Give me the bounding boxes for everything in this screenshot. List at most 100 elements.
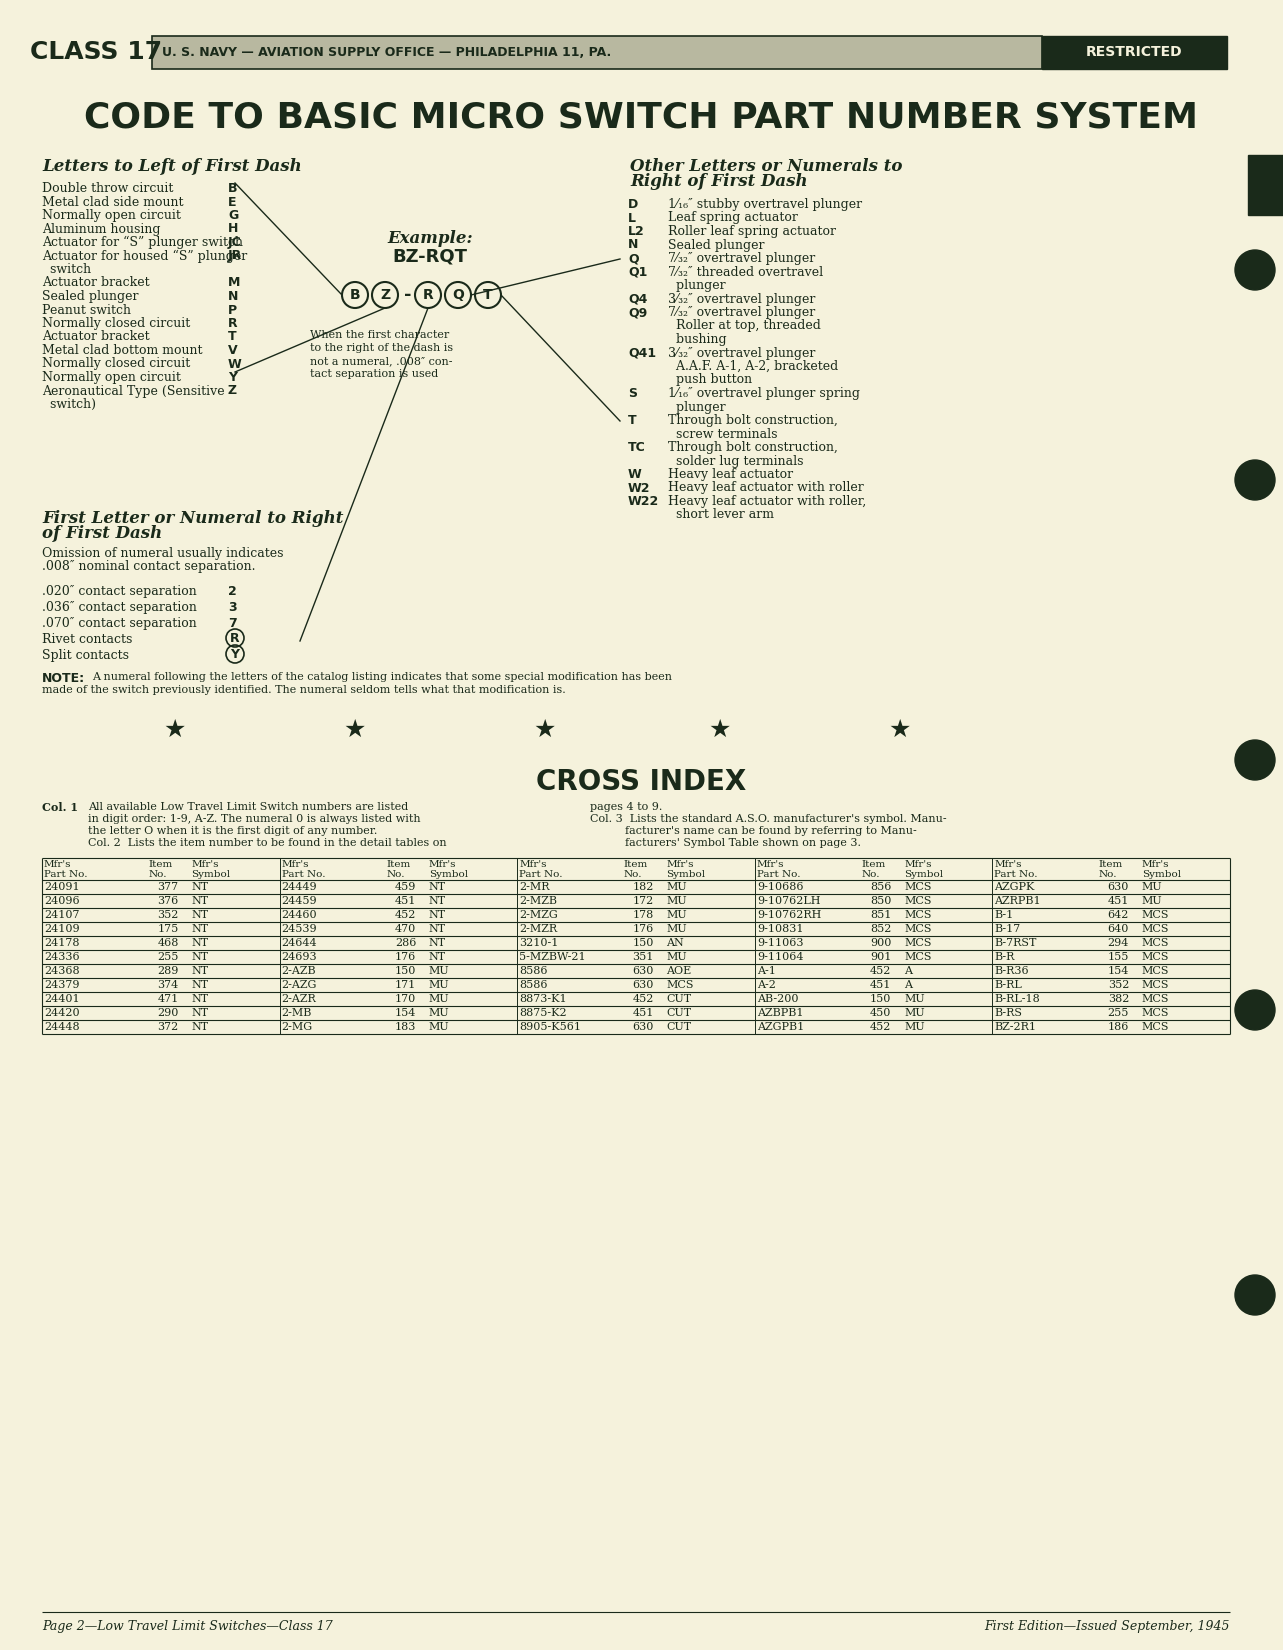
Text: Through bolt construction,: Through bolt construction,	[668, 441, 838, 454]
Text: B: B	[350, 289, 361, 302]
Text: M: M	[228, 277, 240, 289]
Text: Q1: Q1	[627, 266, 648, 279]
Text: B-7RST: B-7RST	[994, 937, 1037, 949]
Text: Normally open circuit: Normally open circuit	[42, 210, 181, 223]
Text: A numeral following the letters of the catalog listing indicates that some speci: A numeral following the letters of the c…	[92, 672, 672, 681]
Text: plunger: plunger	[668, 279, 726, 292]
Text: Example:: Example:	[387, 229, 473, 248]
Text: Part No.: Part No.	[281, 870, 325, 879]
Text: MCS: MCS	[905, 952, 931, 962]
Text: When the first character: When the first character	[310, 330, 449, 340]
Text: MU: MU	[666, 911, 688, 921]
Text: No.: No.	[1100, 870, 1117, 879]
Text: Item: Item	[1100, 860, 1123, 870]
Text: 630: 630	[633, 1021, 654, 1031]
Text: 630: 630	[633, 980, 654, 990]
Text: CROSS INDEX: CROSS INDEX	[536, 767, 747, 795]
Text: 3⁄₃₂″ overtravel plunger: 3⁄₃₂″ overtravel plunger	[668, 292, 816, 305]
Circle shape	[1236, 990, 1275, 1030]
Text: 2-MZB: 2-MZB	[520, 896, 557, 906]
Circle shape	[1236, 739, 1275, 780]
Text: No.: No.	[624, 870, 643, 879]
Text: .020″ contact separation: .020″ contact separation	[42, 586, 196, 597]
Text: 1⁄₁₆″ stubby overtravel plunger: 1⁄₁₆″ stubby overtravel plunger	[668, 198, 862, 211]
Text: B-1: B-1	[994, 911, 1014, 921]
Text: short lever arm: short lever arm	[668, 508, 774, 521]
Text: NT: NT	[191, 883, 208, 893]
Text: Z: Z	[380, 289, 390, 302]
Text: BZ-RQT: BZ-RQT	[393, 248, 467, 266]
Text: Mfr's: Mfr's	[757, 860, 784, 870]
Text: MU: MU	[666, 924, 688, 934]
Text: ★: ★	[164, 718, 186, 742]
Text: 1⁄₁₆″ overtravel plunger spring: 1⁄₁₆″ overtravel plunger spring	[668, 388, 860, 399]
Text: ★: ★	[889, 718, 911, 742]
Text: NT: NT	[429, 896, 446, 906]
Text: 24107: 24107	[44, 911, 80, 921]
Text: MCS: MCS	[1142, 980, 1169, 990]
Text: CUT: CUT	[666, 1008, 692, 1018]
Text: screw terminals: screw terminals	[668, 427, 777, 441]
Text: NT: NT	[191, 1008, 208, 1018]
Text: T: T	[484, 289, 493, 302]
Text: 24644: 24644	[281, 937, 317, 949]
Text: Double throw circuit: Double throw circuit	[42, 182, 173, 195]
Text: 3210-1: 3210-1	[520, 937, 558, 949]
Text: 451: 451	[870, 980, 892, 990]
Text: D: D	[627, 198, 638, 211]
Bar	[1042, 36, 1227, 69]
Text: MCS: MCS	[1142, 911, 1169, 921]
Text: Symbol: Symbol	[191, 870, 231, 879]
Text: T: T	[627, 414, 636, 427]
Text: CUT: CUT	[666, 993, 692, 1003]
Text: 24096: 24096	[44, 896, 80, 906]
Text: 3⁄₃₂″ overtravel plunger: 3⁄₃₂″ overtravel plunger	[668, 346, 816, 360]
Text: MU: MU	[429, 965, 449, 977]
Text: B-17: B-17	[994, 924, 1021, 934]
Text: 856: 856	[870, 883, 892, 893]
Text: NT: NT	[191, 937, 208, 949]
Text: Mfr's: Mfr's	[191, 860, 219, 870]
Text: ★: ★	[708, 718, 731, 742]
Text: 459: 459	[395, 883, 416, 893]
Text: 154: 154	[1107, 965, 1129, 977]
Text: Normally closed circuit: Normally closed circuit	[42, 317, 190, 330]
Text: MU: MU	[666, 952, 688, 962]
Text: 450: 450	[870, 1008, 892, 1018]
Text: MU: MU	[429, 1021, 449, 1031]
Text: NT: NT	[191, 993, 208, 1003]
Text: Aeronautical Type (Sensitive: Aeronautical Type (Sensitive	[42, 384, 225, 398]
Text: Right of First Dash: Right of First Dash	[630, 173, 807, 190]
Text: Q9: Q9	[627, 305, 647, 318]
Text: Mfr's: Mfr's	[520, 860, 547, 870]
Text: Omission of numeral usually indicates: Omission of numeral usually indicates	[42, 548, 284, 559]
Text: Symbol: Symbol	[666, 870, 706, 879]
Text: 352: 352	[158, 911, 178, 921]
Text: NT: NT	[191, 952, 208, 962]
Text: A-1: A-1	[757, 965, 776, 977]
Circle shape	[1236, 251, 1275, 290]
Text: Actuator for “S” plunger switch: Actuator for “S” plunger switch	[42, 236, 242, 249]
Text: 171: 171	[395, 980, 416, 990]
Text: AZGPK: AZGPK	[994, 883, 1035, 893]
Text: First Edition—Issued September, 1945: First Edition—Issued September, 1945	[984, 1620, 1230, 1634]
Text: W: W	[627, 469, 642, 482]
Text: 5-MZBW-21: 5-MZBW-21	[520, 952, 586, 962]
Text: R: R	[228, 317, 237, 330]
Text: Item: Item	[861, 860, 885, 870]
Text: CUT: CUT	[666, 1021, 692, 1031]
Text: 9-11063: 9-11063	[757, 937, 803, 949]
Text: W2: W2	[627, 482, 650, 495]
Text: Mfr's: Mfr's	[666, 860, 694, 870]
Text: AZRPB1: AZRPB1	[994, 896, 1041, 906]
Text: Mfr's: Mfr's	[994, 860, 1021, 870]
Text: MCS: MCS	[1142, 952, 1169, 962]
Text: 24091: 24091	[44, 883, 80, 893]
Text: 382: 382	[1107, 993, 1129, 1003]
Text: solder lug terminals: solder lug terminals	[668, 454, 803, 467]
Text: 155: 155	[1107, 952, 1129, 962]
Text: AZBPB1: AZBPB1	[757, 1008, 803, 1018]
Text: 182: 182	[633, 883, 654, 893]
Text: 2-AZB: 2-AZB	[281, 965, 316, 977]
Text: A.A.F. A-1, A-2, bracketed: A.A.F. A-1, A-2, bracketed	[668, 360, 838, 373]
